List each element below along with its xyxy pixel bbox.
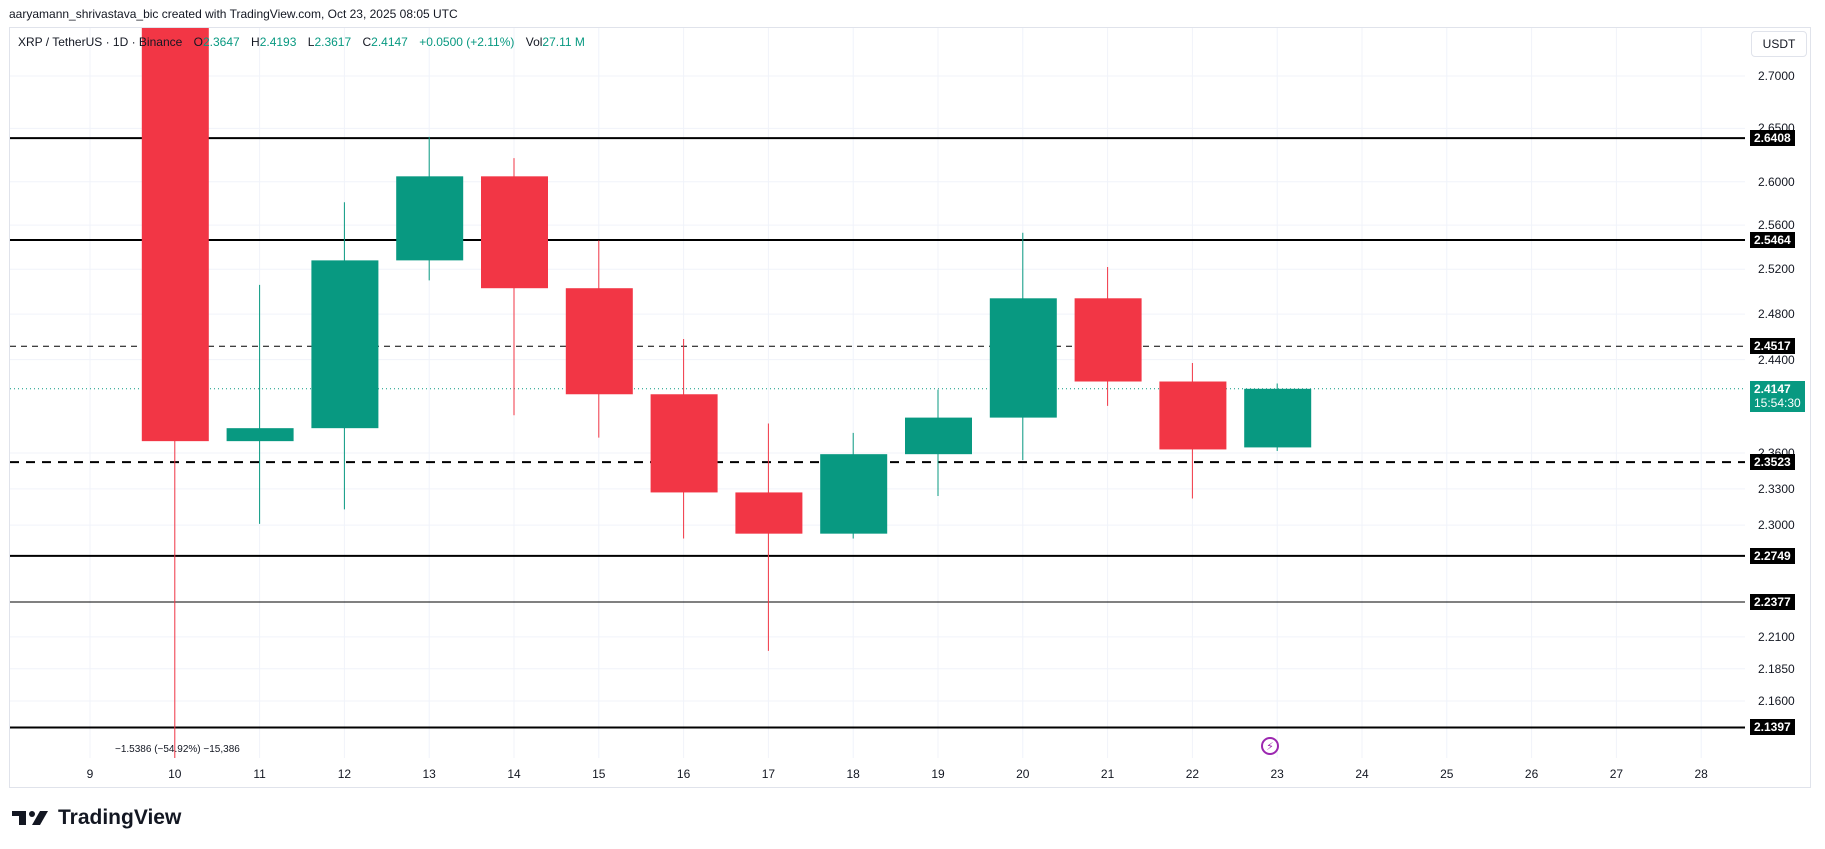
candle-body[interactable] (1074, 298, 1142, 382)
price-tick-label: 2.4800 (1758, 307, 1795, 322)
time-tick-label: 14 (507, 767, 521, 781)
open-label: O (193, 35, 203, 49)
time-tick-label: 12 (337, 767, 352, 781)
price-tick-label: 2.6000 (1758, 174, 1795, 189)
price-tick-label: 2.2100 (1758, 629, 1795, 644)
candle-body[interactable] (735, 492, 803, 534)
candle-body[interactable] (989, 298, 1057, 418)
time-tick-label: 9 (86, 767, 94, 781)
time-tick-label: 15 (592, 767, 606, 781)
high-value: 2.4193 (259, 35, 297, 49)
time-tick-label: 27 (1609, 767, 1624, 781)
candle-body[interactable] (1244, 388, 1312, 448)
price-tick-label: 2.7000 (1758, 69, 1795, 83)
time-tick-label: 26 (1524, 767, 1539, 781)
tradingview-logo: TradingView (12, 806, 181, 830)
time-tick-label: 21 (1100, 767, 1115, 781)
symbol-legend: XRP / TetherUS · 1D · Binance O2.3647 H2… (18, 35, 585, 49)
chart-credit: aaryamann_shrivastava_bic created with T… (9, 7, 458, 21)
price-tick-label: 2.1850 (1758, 661, 1795, 676)
change-value: +0.0500 (+2.11%) (419, 35, 515, 49)
time-tick-label: 17 (761, 767, 776, 781)
level-price-label: 2.5464 (1750, 232, 1795, 249)
candle-body[interactable] (650, 394, 718, 493)
currency-button[interactable]: USDT (1751, 31, 1807, 57)
time-tick-label: 16 (676, 767, 691, 781)
time-tick-label: 13 (422, 767, 436, 781)
tradingview-logo-icon (12, 811, 48, 825)
bar-countdown: 15:54:30 (1754, 395, 1801, 410)
time-tick-label: 23 (1270, 767, 1284, 781)
last-price-value: 2.4147 (1754, 381, 1791, 396)
candle-body[interactable] (820, 454, 888, 534)
level-price-label: 2.1397 (1750, 719, 1795, 736)
level-price-label: 2.3523 (1750, 454, 1795, 471)
candle-body[interactable] (905, 417, 972, 455)
time-tick-label: 20 (1016, 767, 1030, 781)
time-tick-label: 18 (846, 767, 860, 781)
candle-body[interactable] (1159, 381, 1227, 450)
volume-label: Vol (525, 35, 543, 49)
level-price-label: 2.2377 (1750, 594, 1795, 611)
time-tick-label: 10 (168, 767, 182, 781)
open-value: 2.3647 (202, 35, 240, 49)
logo-text: TradingView (58, 806, 182, 829)
low-value: 2.3617 (314, 35, 352, 49)
lightning-icon[interactable]: ⚡ (1261, 737, 1279, 755)
price-tick-label: 2.5200 (1758, 262, 1795, 277)
time-tick-label: 24 (1355, 767, 1369, 781)
price-tick-label: 2.4400 (1758, 352, 1795, 367)
price-tick-label: 2.5600 (1758, 218, 1795, 233)
time-tick-label: 25 (1440, 767, 1454, 781)
candle-body[interactable] (396, 176, 464, 261)
candle-body[interactable] (481, 176, 548, 289)
candle-body[interactable] (311, 260, 379, 429)
level-price-label: 2.6408 (1750, 130, 1795, 147)
time-tick-label: 22 (1185, 767, 1200, 781)
time-tick-label: 19 (931, 767, 945, 781)
candle-body[interactable] (226, 428, 294, 442)
low-label: L (307, 35, 315, 49)
price-tick-label: 2.1600 (1758, 694, 1795, 709)
candle-body[interactable] (141, 0, 209, 442)
close-value: 2.4147 (371, 35, 408, 49)
high-label: H (251, 35, 260, 49)
volume-value: 27.11 M (542, 35, 585, 49)
level-price-label: 2.4517 (1750, 338, 1795, 355)
level-price-label: 2.2749 (1750, 547, 1795, 564)
time-tick-label: 28 (1694, 767, 1708, 781)
price-tick-label: 2.3000 (1758, 518, 1795, 533)
candle-body[interactable] (565, 288, 633, 395)
symbol-title[interactable]: XRP / TetherUS · 1D · Binance (18, 35, 183, 49)
chart-frame (9, 27, 1811, 788)
measure-annotation: −1.5386 (−54.92%) −15,386 (115, 744, 240, 755)
price-tick-label: 2.3300 (1758, 481, 1795, 496)
time-tick-label: 11 (253, 767, 266, 781)
last-price-label: 2.4147 15:54:30 (1750, 380, 1805, 412)
close-label: C (362, 35, 372, 49)
